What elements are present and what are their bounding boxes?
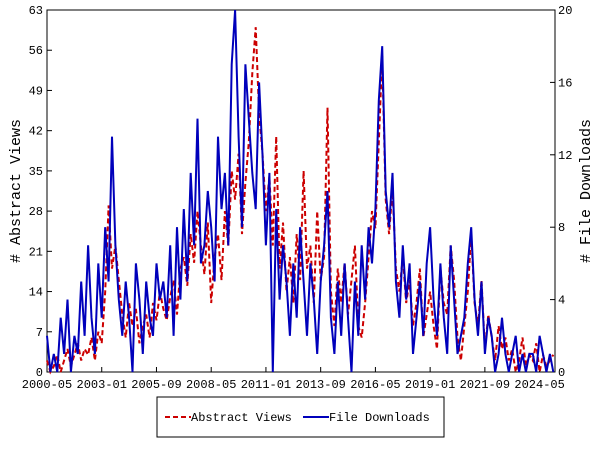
x-tick-label: 2005-09 bbox=[131, 378, 181, 392]
y2-axis-title: # File Downloads bbox=[578, 119, 595, 263]
y-tick-label: 0 bbox=[36, 366, 43, 380]
y2-tick-label: 4 bbox=[558, 294, 565, 308]
x-tick-label: 2008-05 bbox=[186, 378, 236, 392]
y-tick-label: 56 bbox=[29, 44, 43, 58]
y2-tick-label: 0 bbox=[558, 366, 565, 380]
plot-frame bbox=[46, 9, 556, 373]
y2-tick-label: 8 bbox=[558, 221, 565, 235]
x-tick-label: 2003-01 bbox=[77, 378, 127, 392]
y-tick-label: 42 bbox=[29, 125, 43, 139]
legend-box bbox=[156, 396, 445, 438]
x-tick-label: 2019-01 bbox=[405, 378, 455, 392]
y-tick-label: 63 bbox=[29, 4, 43, 18]
y-tick-label: 49 bbox=[29, 84, 43, 98]
y-tick-label: 7 bbox=[36, 326, 43, 340]
x-tick-label: 2021-09 bbox=[460, 378, 510, 392]
x-tick-label: 2011-01 bbox=[241, 378, 291, 392]
legend-label: File Downloads bbox=[329, 411, 430, 425]
y2-tick-label: 12 bbox=[558, 149, 572, 163]
y2-tick-label: 20 bbox=[558, 4, 572, 18]
x-tick-label: 2016-05 bbox=[350, 378, 400, 392]
series-line bbox=[46, 9, 555, 373]
y2-tick-label: 16 bbox=[558, 76, 572, 90]
y-tick-label: 28 bbox=[29, 205, 43, 219]
series-line bbox=[46, 27, 555, 375]
y-axis-title: # Abstract Views bbox=[8, 119, 25, 263]
y-tick-label: 14 bbox=[29, 286, 43, 300]
y-tick-label: 35 bbox=[29, 165, 43, 179]
x-tick-label: 2013-09 bbox=[295, 378, 345, 392]
x-tick-label: 2024-05 bbox=[514, 378, 564, 392]
legend-label: Abstract Views bbox=[191, 411, 292, 425]
y-tick-label: 21 bbox=[29, 245, 43, 259]
x-tick-label: 2000-05 bbox=[22, 378, 72, 392]
